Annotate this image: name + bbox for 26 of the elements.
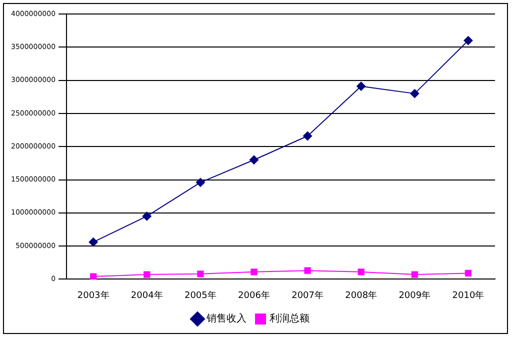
point <box>197 270 204 278</box>
x-tick-label: 2004年 <box>130 290 163 301</box>
x-tick-label: 2009年 <box>398 290 431 301</box>
point <box>88 238 98 247</box>
point <box>464 270 472 277</box>
legend-label: 利润总额 <box>270 312 310 325</box>
point <box>142 212 152 221</box>
point <box>358 268 364 276</box>
point <box>90 273 97 280</box>
point <box>196 178 205 187</box>
point <box>249 155 258 164</box>
point <box>304 267 311 274</box>
x-tick-label: 2007年 <box>292 290 324 301</box>
x-tick-label: 2010年 <box>452 290 484 301</box>
point <box>303 131 312 140</box>
point <box>356 82 366 91</box>
x-tick-label: 2008年 <box>345 290 378 301</box>
x-tick-label: 2003年 <box>77 290 110 301</box>
legend-label: 销售收入 <box>206 312 246 325</box>
point <box>411 271 418 278</box>
point <box>464 36 473 46</box>
x-tick-label: 2006年 <box>238 290 270 301</box>
point <box>144 271 150 278</box>
point <box>410 89 420 98</box>
point <box>250 268 258 276</box>
x-tick-label: 2005年 <box>184 290 216 301</box>
